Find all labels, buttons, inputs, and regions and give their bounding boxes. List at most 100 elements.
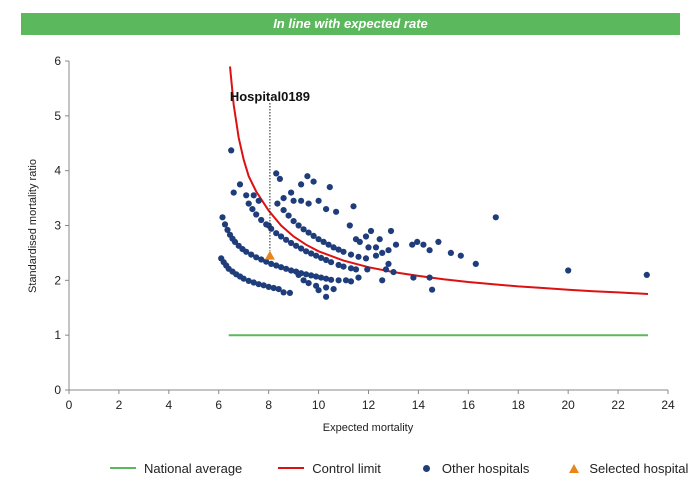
hospital-point[interactable]: [303, 248, 310, 255]
hospital-point[interactable]: [330, 286, 337, 293]
hospital-point[interactable]: [300, 277, 307, 284]
hospital-point[interactable]: [286, 289, 293, 296]
hospital-point[interactable]: [274, 200, 281, 207]
hospital-point[interactable]: [265, 222, 272, 229]
hospital-point[interactable]: [310, 232, 317, 239]
hospital-point[interactable]: [340, 248, 347, 255]
hospital-point[interactable]: [565, 267, 572, 274]
hospital-point[interactable]: [243, 192, 250, 199]
hospital-point[interactable]: [298, 245, 305, 252]
hospital-point[interactable]: [228, 147, 235, 154]
hospital-point[interactable]: [426, 247, 433, 254]
hospital-point[interactable]: [387, 227, 395, 235]
hospital-point[interactable]: [305, 280, 312, 287]
hospital-point[interactable]: [362, 233, 370, 240]
hospital-point[interactable]: [273, 170, 280, 177]
hospital-point[interactable]: [250, 192, 257, 199]
hospital-point[interactable]: [243, 248, 250, 255]
hospital-point[interactable]: [318, 274, 325, 281]
hospital-point[interactable]: [304, 173, 311, 180]
hospital-point[interactable]: [330, 244, 337, 251]
hospital-point[interactable]: [295, 271, 302, 278]
hospital-point[interactable]: [643, 271, 650, 278]
hospital-point[interactable]: [355, 253, 362, 260]
hospital-point[interactable]: [315, 236, 322, 243]
hospital-point[interactable]: [303, 271, 310, 278]
hospital-point[interactable]: [248, 251, 255, 258]
hospital-point[interactable]: [265, 283, 272, 290]
hospital-point[interactable]: [298, 197, 305, 204]
hospital-point[interactable]: [347, 265, 355, 272]
hospital-point[interactable]: [268, 260, 275, 267]
hospital-point[interactable]: [276, 175, 283, 182]
hospital-point[interactable]: [323, 206, 330, 213]
hospital-point[interactable]: [258, 216, 265, 224]
hospital-point[interactable]: [340, 263, 347, 270]
hospital-point[interactable]: [379, 277, 386, 284]
hospital-point[interactable]: [219, 214, 226, 221]
hospital-point[interactable]: [288, 239, 295, 247]
hospital-point[interactable]: [308, 272, 315, 279]
hospital-point[interactable]: [457, 252, 464, 259]
hospital-point[interactable]: [240, 275, 247, 282]
hospital-point[interactable]: [472, 260, 479, 267]
hospital-point[interactable]: [245, 277, 252, 284]
hospital-point[interactable]: [414, 238, 421, 245]
hospital-point[interactable]: [335, 277, 342, 284]
hospital-point[interactable]: [367, 227, 375, 235]
hospital-point[interactable]: [290, 218, 297, 225]
hospital-point[interactable]: [285, 212, 292, 219]
hospital-point[interactable]: [350, 203, 357, 210]
hospital-point[interactable]: [278, 233, 285, 240]
hospital-point[interactable]: [385, 260, 392, 267]
hospital-point[interactable]: [346, 222, 353, 229]
hospital-point[interactable]: [260, 282, 267, 289]
hospital-point[interactable]: [280, 289, 287, 296]
hospital-point[interactable]: [318, 254, 325, 261]
hospital-point[interactable]: [253, 254, 260, 261]
hospital-point[interactable]: [308, 250, 315, 257]
hospital-point[interactable]: [335, 246, 342, 253]
hospital-point[interactable]: [328, 276, 335, 283]
hospital-point[interactable]: [258, 256, 265, 263]
hospital-point[interactable]: [429, 286, 436, 293]
hospital-point[interactable]: [323, 275, 330, 282]
hospital-point[interactable]: [347, 251, 355, 258]
hospital-point[interactable]: [492, 214, 499, 221]
hospital-point[interactable]: [385, 247, 392, 254]
hospital-point[interactable]: [323, 256, 330, 264]
hospital-point[interactable]: [335, 261, 342, 269]
hospital-point[interactable]: [273, 230, 280, 237]
hospital-point[interactable]: [365, 244, 372, 251]
hospital-point[interactable]: [250, 279, 257, 286]
hospital-point[interactable]: [347, 278, 355, 285]
hospital-point[interactable]: [230, 189, 237, 196]
hospital-point[interactable]: [352, 266, 360, 273]
hospital-point[interactable]: [379, 249, 386, 256]
hospital-point[interactable]: [249, 206, 256, 213]
hospital-point[interactable]: [323, 284, 330, 291]
hospital-point[interactable]: [231, 238, 239, 245]
hospital-point[interactable]: [356, 238, 363, 245]
hospital-point[interactable]: [310, 178, 317, 185]
hospital-point[interactable]: [298, 181, 305, 188]
hospital-point[interactable]: [270, 284, 277, 292]
hospital-point[interactable]: [313, 252, 320, 259]
hospital-point[interactable]: [392, 241, 400, 248]
hospital-point[interactable]: [224, 226, 231, 233]
hospital-point[interactable]: [376, 236, 383, 243]
hospital-point[interactable]: [245, 200, 252, 207]
hospital-point[interactable]: [323, 293, 330, 300]
hospital-point[interactable]: [326, 184, 333, 191]
hospital-point[interactable]: [409, 241, 416, 248]
hospital-point[interactable]: [283, 236, 290, 243]
hospital-point[interactable]: [255, 281, 262, 288]
hospital-point[interactable]: [325, 241, 332, 248]
hospital-point[interactable]: [362, 255, 370, 262]
hospital-point[interactable]: [288, 267, 295, 274]
hospital-point[interactable]: [410, 274, 417, 281]
hospital-point[interactable]: [280, 195, 287, 202]
hospital-point[interactable]: [420, 241, 427, 248]
hospital-point[interactable]: [221, 221, 229, 228]
hospital-point[interactable]: [435, 238, 442, 245]
